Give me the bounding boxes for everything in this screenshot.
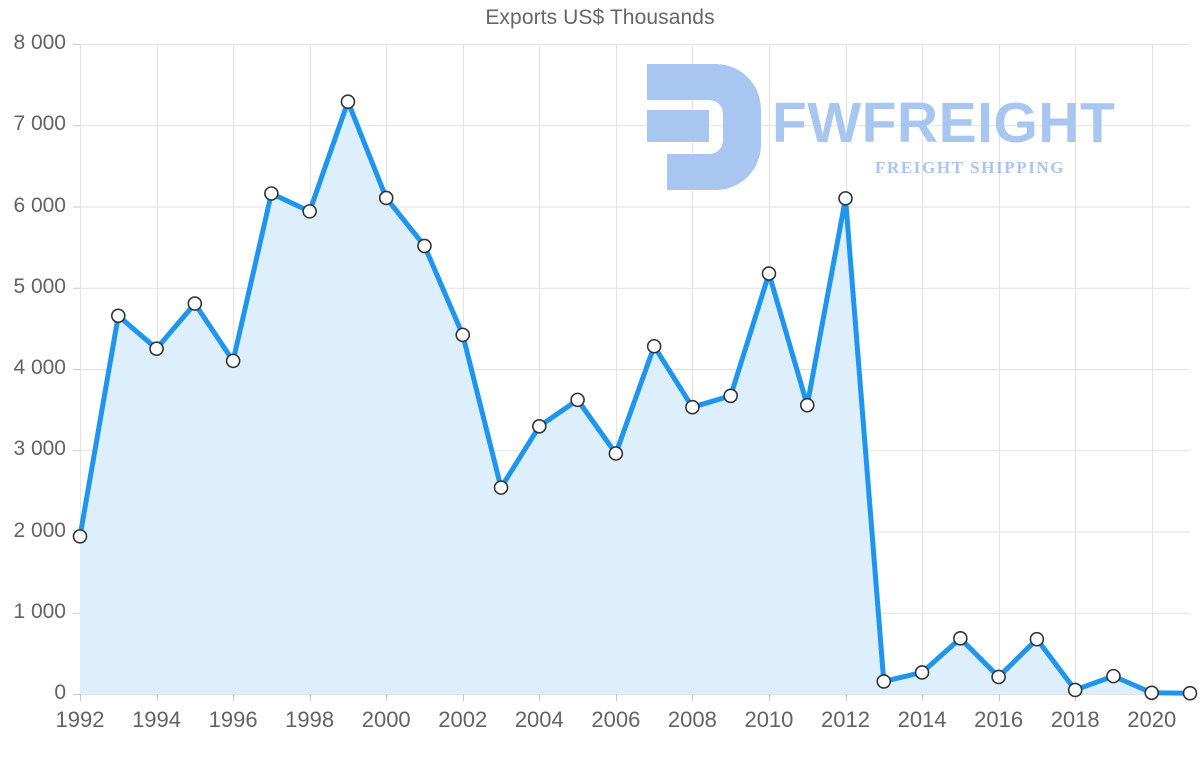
x-axis-tick-label: 2006 [591, 707, 641, 732]
data-point-marker[interactable] [953, 631, 968, 646]
y-axis-tick-label: 3 000 [13, 437, 66, 461]
x-axis-tick-label: 2010 [744, 707, 794, 732]
data-point-marker[interactable] [991, 669, 1006, 685]
data-point-marker[interactable] [608, 446, 624, 461]
data-point-marker[interactable] [149, 341, 164, 356]
data-point-marker[interactable] [417, 238, 432, 254]
data-point-marker[interactable] [493, 480, 509, 495]
chart-title: Exports US$ Thousands [485, 6, 715, 29]
data-point-marker[interactable] [455, 327, 471, 343]
x-axis-tick-label: 1998 [285, 707, 335, 732]
y-axis-tick-label: 1 000 [13, 599, 66, 623]
y-axis-tick-label: 2 000 [13, 518, 66, 542]
data-point-marker[interactable] [1182, 685, 1198, 701]
data-point-marker[interactable] [570, 392, 585, 408]
y-axis-tick-label: 8 000 [13, 31, 66, 54]
data-point-marker[interactable] [378, 190, 394, 206]
y-axis-tick-label: 5 000 [13, 274, 66, 298]
x-axis-tick-label: 1996 [208, 707, 258, 732]
data-point-marker[interactable] [914, 665, 930, 680]
x-axis-tick-label: 2014 [897, 707, 947, 732]
data-line [77, 99, 1193, 696]
x-axis-tick-label: 2016 [974, 707, 1024, 732]
y-axis-tick-label: 0 [54, 681, 66, 704]
area-fill [80, 101, 1190, 694]
y-axis-tick-label: 4 000 [13, 356, 66, 379]
data-point-marker[interactable] [225, 353, 241, 369]
data-point-marker[interactable] [532, 418, 547, 434]
data-point-marker[interactable] [723, 388, 738, 404]
x-axis-tick-label: 2012 [821, 707, 870, 732]
data-point-marker[interactable] [646, 338, 662, 354]
x-axis-tick-label: 2004 [514, 707, 564, 732]
x-axis-tick-label: 2000 [361, 707, 411, 732]
y-axis-tick-label: 6 000 [13, 193, 66, 217]
data-point-marker[interactable] [799, 397, 815, 413]
y-axis-tick-label: 7 000 [13, 112, 66, 136]
data-point-marker[interactable] [1067, 682, 1083, 698]
x-axis-tick-label: 1992 [55, 707, 105, 732]
data-point-marker[interactable] [340, 94, 356, 109]
x-axis-tick-label: 1994 [132, 707, 182, 732]
data-point-marker[interactable] [302, 204, 317, 219]
data-point-marker[interactable] [72, 529, 88, 544]
data-point-marker[interactable] [876, 674, 892, 689]
data-point-marker[interactable] [1106, 668, 1121, 684]
data-point-marker[interactable] [264, 186, 279, 201]
x-axis-tick-label: 2018 [1050, 707, 1100, 732]
data-point-marker[interactable] [761, 266, 777, 281]
data-point-marker[interactable] [838, 191, 853, 206]
data-point-marker[interactable] [685, 399, 700, 415]
data-point-marker[interactable] [1029, 631, 1045, 647]
data-point-marker[interactable] [1144, 685, 1160, 701]
data-point-marker[interactable] [110, 308, 126, 324]
data-point-marker[interactable] [187, 296, 203, 311]
x-axis-tick-label: 2020 [1127, 707, 1177, 732]
x-axis-tick-label: 2008 [667, 707, 717, 732]
x-axis-tick-label: 2002 [438, 707, 488, 732]
data-point-markers [72, 94, 1198, 701]
